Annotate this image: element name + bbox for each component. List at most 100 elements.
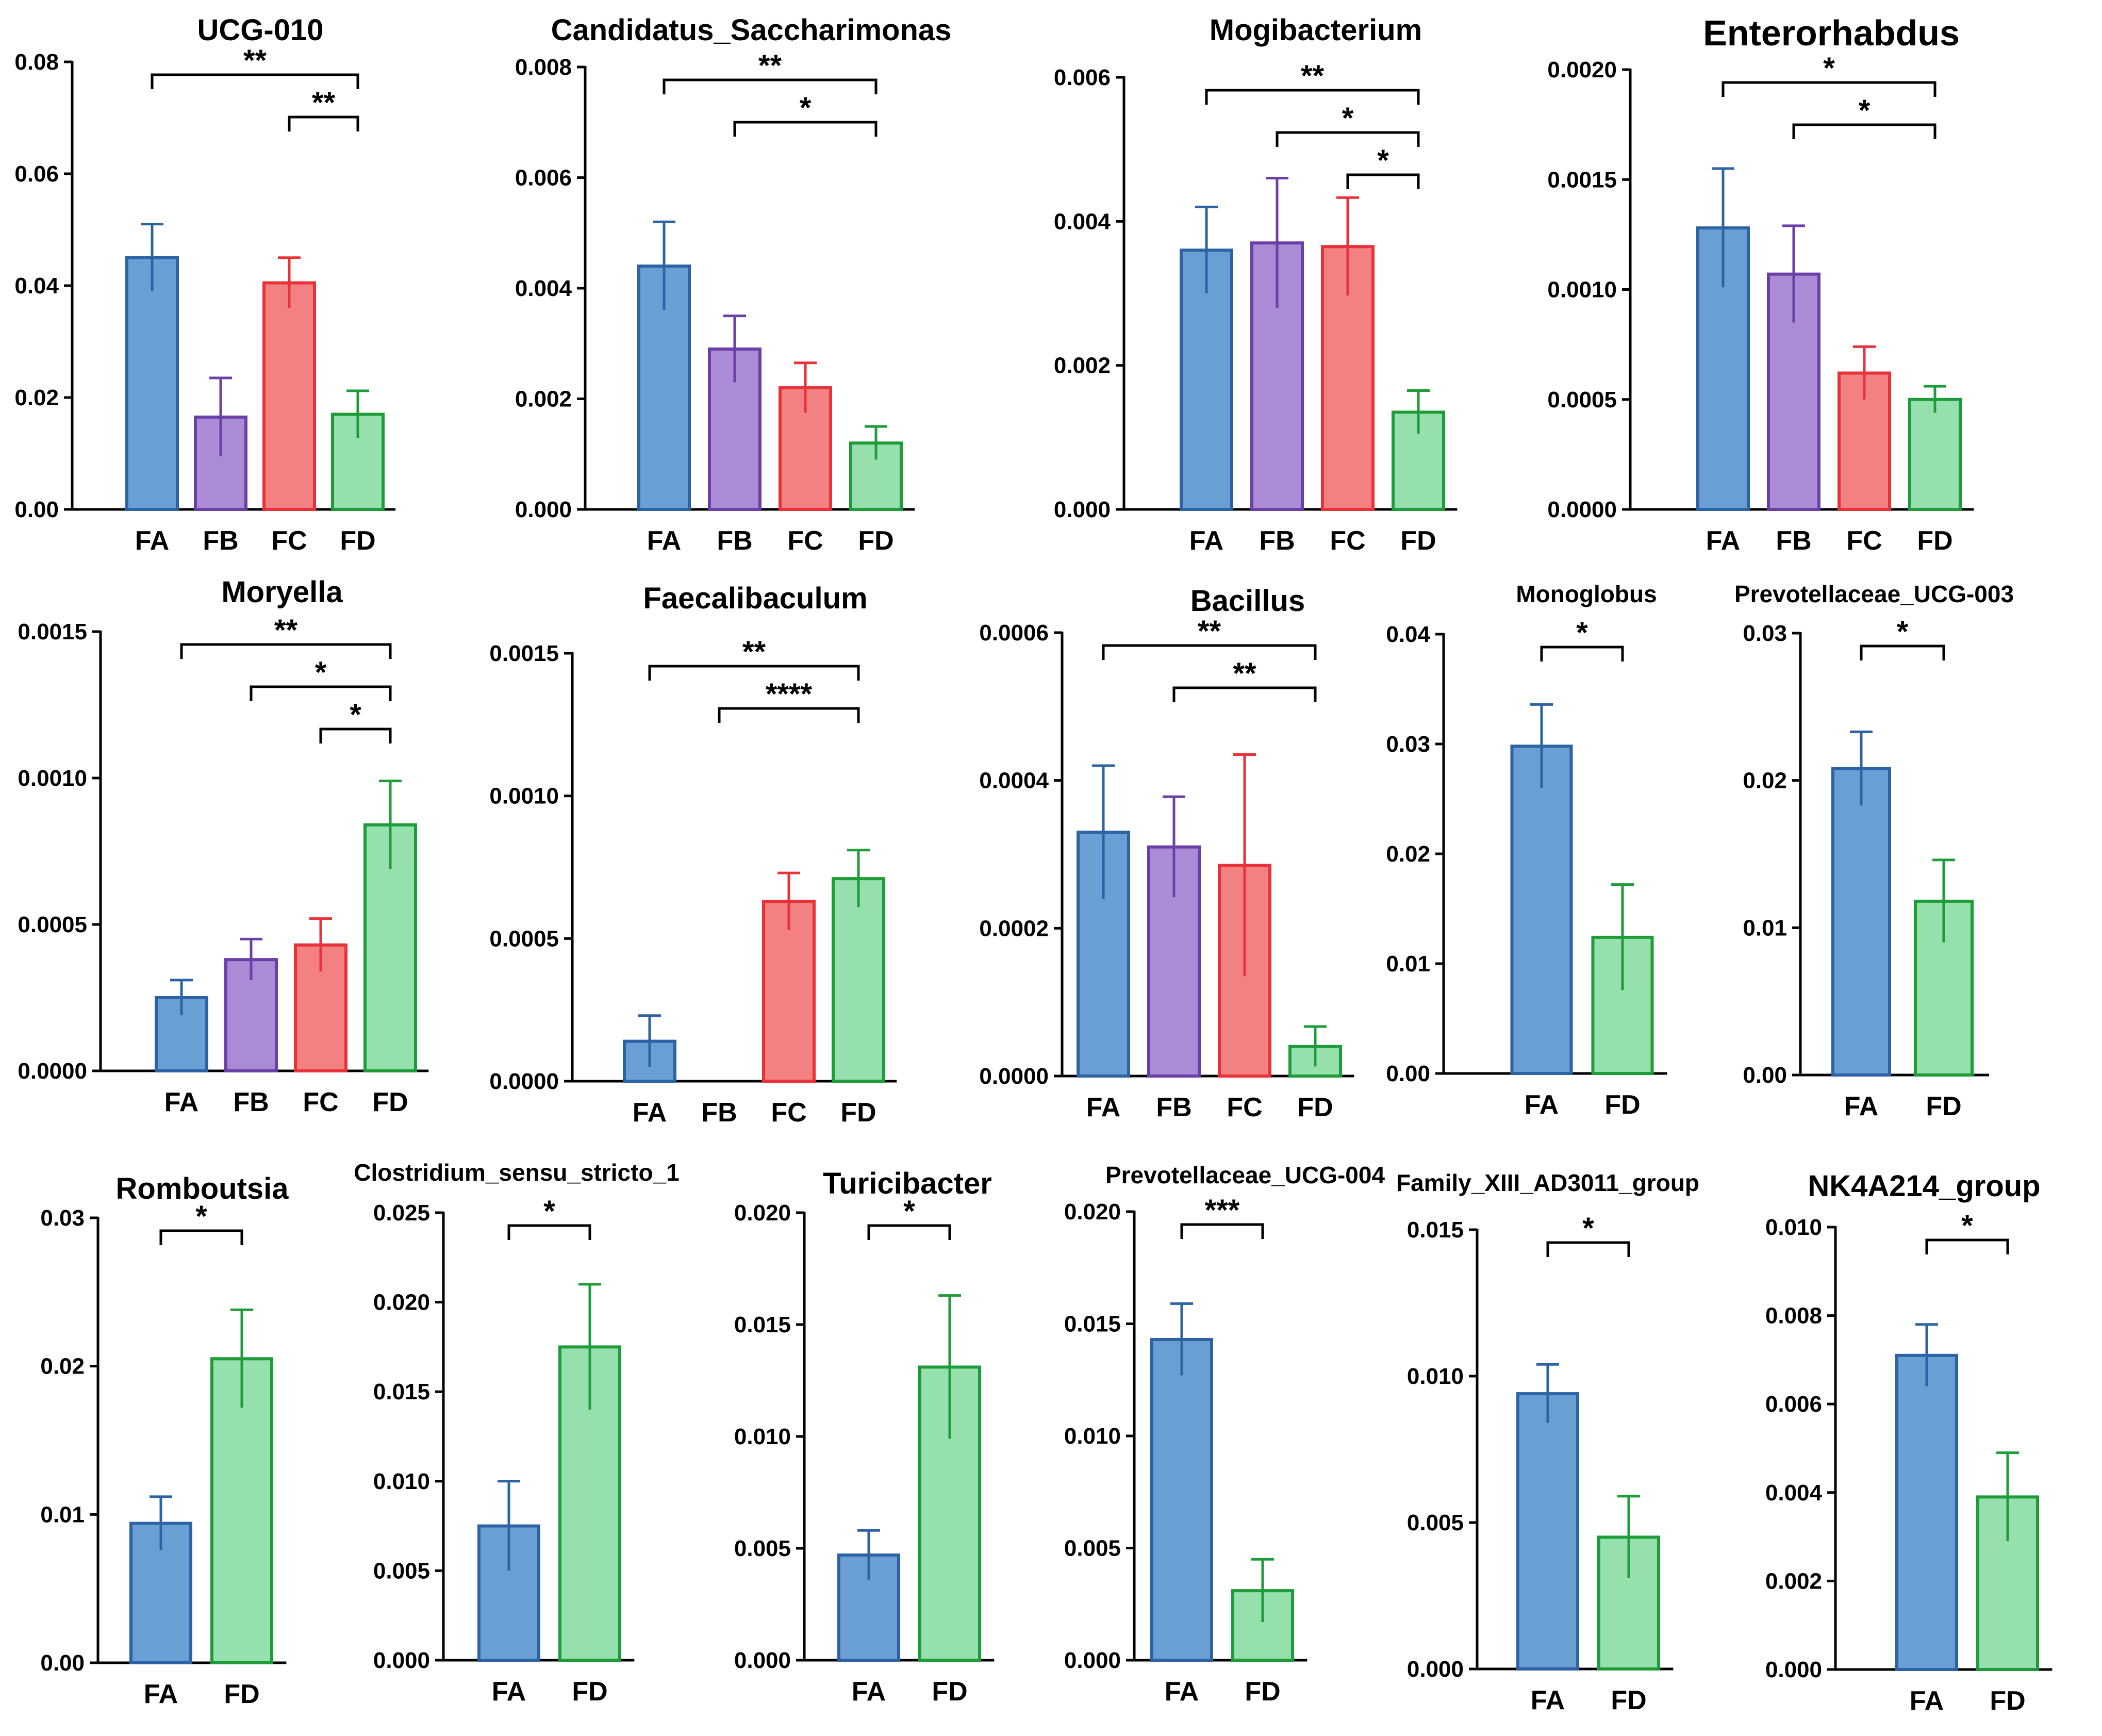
- y-tick-label: 0.00: [40, 1650, 85, 1676]
- y-tick-label: 0.006: [1765, 1392, 1822, 1417]
- x-tick-label-fa: FA: [135, 526, 169, 556]
- y-tick-label: 0.015: [1407, 1217, 1464, 1243]
- y-tick-label: 0.0005: [18, 912, 87, 937]
- chart-title: Clostridium_sensu_stricto_1: [354, 1159, 679, 1186]
- chart-title: UCG-010: [197, 13, 324, 47]
- y-tick-label: 0.0015: [489, 641, 559, 666]
- chart-romboutsia: Romboutsia 0.00 0.01 0.02 0.03 FA FD *: [40, 1172, 289, 1709]
- chart-title: Moryella: [221, 575, 343, 609]
- chart-prevotellaceae-ucg-003: Prevotellaceae_UCG-003 0.00 0.01 0.02 0.03 FA…: [1734, 581, 2014, 1121]
- chart-candidatus-saccharimonas: Candidatus_Saccharimonas 0.000 0.002 0.004 0…: [515, 13, 952, 556]
- y-tick-label: 0.06: [14, 161, 59, 187]
- significance-bracket: [1276, 131, 1420, 147]
- y-tick-label: 0.000: [734, 1648, 791, 1673]
- y-tick-label: 0.0005: [489, 926, 559, 951]
- significance-bracket: [180, 643, 392, 659]
- y-tick-label: 0.03: [40, 1205, 85, 1231]
- significance-bracket: [151, 73, 359, 89]
- y-tick-label: 0.02: [14, 385, 59, 410]
- y-tick-label: 0.0006: [979, 620, 1049, 646]
- y-tick-label: 0.00: [1386, 1061, 1430, 1086]
- chart-ucg-010: UCG-010 0.00 0.02 0.04 0.06 0.08 FA FB FC FD ** **: [14, 13, 396, 556]
- y-tick-label: 0.0015: [1547, 167, 1617, 192]
- significance-label: ****: [766, 677, 813, 711]
- y-tick-label: 0.000: [1407, 1657, 1464, 1682]
- y-tick-label: 0.00: [1743, 1063, 1787, 1088]
- y-tick-label: 0.000: [1765, 1657, 1822, 1682]
- chart-title: Romboutsia: [115, 1172, 289, 1205]
- y-tick-label: 0.0005: [1547, 387, 1617, 412]
- significance-bracket: [1172, 686, 1317, 702]
- bar-fd: [832, 877, 885, 1083]
- significance-label: *: [350, 698, 361, 732]
- x-tick-label-fd: FD: [1400, 526, 1436, 556]
- significance-bracket: [319, 728, 392, 743]
- x-tick-label-fd: FD: [1297, 1093, 1333, 1122]
- y-tick-label: 0.03: [1386, 732, 1430, 757]
- chart-title: NK4A214_group: [1808, 1169, 2040, 1203]
- y-tick-label: 0.0004: [979, 768, 1049, 793]
- y-tick-label: 0.010: [373, 1469, 430, 1494]
- y-tick-label: 0.00: [14, 497, 59, 522]
- x-tick-label-fd: FD: [340, 526, 375, 556]
- significance-bracket: [1180, 1223, 1264, 1239]
- significance-label: ***: [1205, 1194, 1240, 1227]
- chart-title: Faecalibaculum: [643, 582, 867, 615]
- x-tick-label-fc: FC: [303, 1087, 338, 1117]
- chart-title: Family_XIII_AD3011_group: [1396, 1169, 1699, 1196]
- y-tick-label: 0.010: [734, 1424, 791, 1449]
- y-tick-label: 0.006: [515, 166, 572, 191]
- significance-label: *: [195, 1200, 207, 1233]
- y-tick-label: 0.020: [373, 1290, 430, 1315]
- y-tick-label: 0.0010: [18, 766, 87, 791]
- x-tick-label-fa: FA: [1706, 526, 1740, 556]
- y-tick-label: 0.0010: [1547, 277, 1617, 303]
- significance-label: **: [1198, 615, 1221, 648]
- y-tick-label: 0.02: [1743, 768, 1787, 793]
- x-tick-label-fb: FB: [717, 526, 752, 556]
- x-tick-label-fd: FD: [932, 1677, 967, 1707]
- significance-label: *: [1961, 1209, 1973, 1243]
- x-tick-label-fd: FD: [224, 1679, 259, 1709]
- x-tick-label-fd: FD: [858, 526, 893, 556]
- chart-nk4a214-group: NK4A214_group 0.000 0.002 0.004 0.006 0.008 0.…: [1765, 1169, 2053, 1716]
- chart-clostridium-sensu-stricto-1: Clostridium_sensu_stricto_1 0.000 0.005 0.0…: [354, 1159, 679, 1707]
- y-tick-label: 0.01: [1386, 951, 1430, 977]
- x-tick-label-fb: FB: [203, 526, 238, 556]
- x-tick-label-fa: FA: [492, 1677, 526, 1707]
- x-tick-label-fd: FD: [1990, 1686, 2025, 1716]
- significance-label: *: [1859, 94, 1871, 127]
- chart-bacillus: Bacillus 0.0000 0.0002 0.0004 0.0006 FA FB FC FD…: [979, 584, 1354, 1122]
- y-tick-label: 0.0020: [1547, 57, 1617, 82]
- x-tick-label-fd: FD: [840, 1098, 876, 1128]
- bar-fa: [1150, 1337, 1213, 1662]
- x-tick-label-fb: FB: [1259, 526, 1295, 556]
- x-tick-label-fa: FA: [633, 1098, 667, 1128]
- y-tick-label: 0.005: [1064, 1536, 1121, 1561]
- y-tick-label: 0.000: [1064, 1648, 1121, 1673]
- y-tick-label: 0.002: [515, 387, 572, 412]
- x-tick-label-fa: FA: [1910, 1686, 1944, 1716]
- y-tick-label: 0.0000: [18, 1059, 87, 1084]
- x-tick-label-fd: FD: [1611, 1685, 1646, 1715]
- y-tick-label: 0.010: [1064, 1424, 1121, 1449]
- significance-label: **: [758, 49, 782, 82]
- significance-label: *: [1576, 616, 1588, 650]
- significance-label: *: [1823, 52, 1835, 85]
- chart-family-xiii-ad3011-group: Family_XIII_AD3011_group 0.000 0.005 0.010 0…: [1396, 1169, 1699, 1715]
- significance-bracket: [718, 707, 860, 723]
- bar-fa: [125, 256, 179, 511]
- y-tick-label: 0.02: [1386, 841, 1430, 867]
- significance-bracket: [1205, 89, 1420, 105]
- significance-bracket: [1792, 123, 1937, 139]
- y-tick-label: 0.015: [1064, 1312, 1121, 1337]
- y-tick-label: 0.000: [515, 497, 572, 522]
- significance-label: **: [742, 635, 766, 669]
- y-tick-label: 0.020: [734, 1200, 791, 1226]
- x-tick-label-fb: FB: [1776, 526, 1811, 556]
- significance-bracket: [1540, 646, 1624, 662]
- x-tick-label-fa: FA: [1525, 1090, 1559, 1120]
- significance-bracket: [159, 1229, 243, 1245]
- significance-label: *: [1582, 1212, 1594, 1245]
